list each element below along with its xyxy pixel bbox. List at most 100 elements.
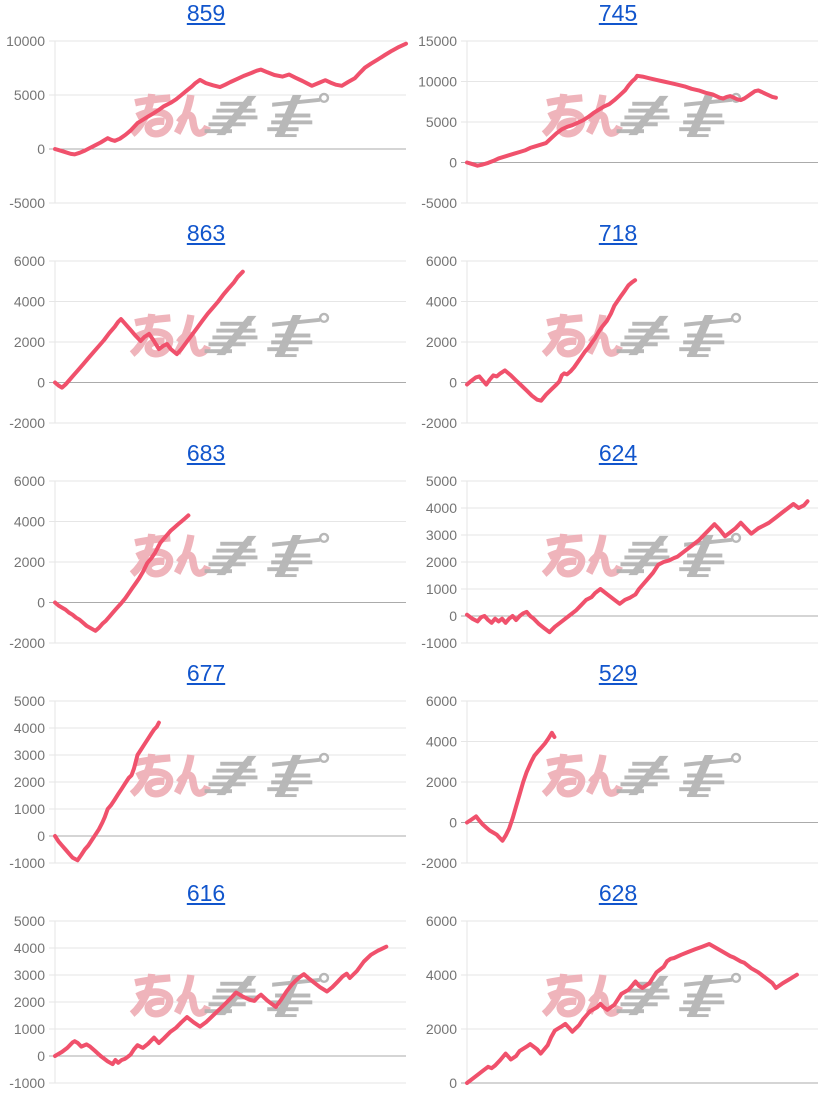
y-axis-tick-label: 0 (37, 1048, 45, 1064)
site-watermark-icon (544, 94, 740, 137)
y-axis-tick-label: 0 (37, 828, 45, 844)
y-axis-tick-label: 10000 (6, 33, 45, 49)
site-watermark-icon (544, 534, 740, 577)
y-axis-tick-label: 4000 (14, 720, 45, 736)
chart-cell: 529 6000 4000 2000 0 -2000 (412, 660, 824, 880)
chart-title-link[interactable]: 677 (186, 660, 226, 686)
y-axis-tick-label: 0 (449, 155, 457, 171)
profit-line (53, 269, 245, 390)
y-axis-tick-label: -1000 (9, 1075, 45, 1091)
y-axis-tick-label: -2000 (421, 415, 457, 431)
profit-line (53, 41, 408, 157)
y-axis-tick-label: -2000 (421, 855, 457, 871)
line-chart: 10000 5000 0 -5000 (6, 33, 408, 211)
y-axis-tick-label: -5000 (421, 195, 457, 211)
chart-cell: 863 6000 4000 2000 0 -2000 (0, 220, 412, 440)
y-axis-tick-label: -2000 (9, 635, 45, 651)
site-watermark-icon (132, 314, 328, 357)
y-axis-tick-label: -1000 (421, 635, 457, 651)
y-axis-tick-label: 2000 (426, 334, 457, 350)
y-axis-tick-label: 2000 (426, 554, 457, 570)
profit-line (465, 942, 799, 1085)
y-axis-tick-label: 3000 (14, 967, 45, 983)
line-chart: 15000 10000 5000 0 -5000 (418, 33, 818, 211)
chart-title: 677 (0, 660, 412, 686)
chart-title: 616 (0, 880, 412, 906)
line-chart: 5000 4000 3000 2000 1000 0 -1000 (9, 913, 406, 1091)
chart-title-link[interactable]: 628 (598, 880, 638, 906)
profit-line (53, 720, 161, 863)
y-axis-tick-label: 1000 (426, 581, 457, 597)
y-axis-tick-label: -5000 (9, 195, 45, 211)
y-axis-tick-label: 1000 (14, 1021, 45, 1037)
y-axis-tick-label: 2000 (14, 334, 45, 350)
chart-title: 628 (412, 880, 824, 906)
y-axis-tick-label: 2000 (14, 774, 45, 790)
chart-title: 718 (412, 220, 824, 246)
profit-line (465, 730, 557, 843)
profit-line (465, 499, 810, 635)
profit-line (53, 513, 191, 633)
profit-line (465, 73, 778, 168)
y-axis-tick-label: 4000 (14, 940, 45, 956)
y-axis-tick-label: 1000 (14, 801, 45, 817)
chart-title-link[interactable]: 718 (598, 220, 638, 246)
y-axis-tick-label: -1000 (9, 855, 45, 871)
y-axis-tick-label: 5000 (14, 87, 45, 103)
y-axis-tick-label: 10000 (418, 74, 457, 90)
y-axis-tick-label: 0 (449, 608, 457, 624)
profit-line (53, 944, 389, 1067)
chart-title: 745 (412, 0, 824, 26)
y-axis-tick-label: 6000 (14, 253, 45, 269)
y-axis-tick-label: 0 (449, 815, 457, 831)
y-axis-tick-label: 0 (37, 595, 45, 611)
line-chart: 6000 4000 2000 0 -2000 (9, 253, 406, 431)
y-axis-tick-label: 2000 (14, 994, 45, 1010)
y-axis-tick-label: 15000 (418, 33, 457, 49)
chart-cell: 683 6000 4000 2000 0 -2000 (0, 440, 412, 660)
y-axis-tick-label: 5000 (426, 473, 457, 489)
y-axis-tick-label: 4000 (426, 734, 457, 750)
y-axis-tick-label: 2000 (14, 554, 45, 570)
y-axis-tick-label: 0 (37, 375, 45, 391)
chart-cell: 624 5000 4000 3000 2000 1000 0 -1000 (412, 440, 824, 660)
chart-cell: 859 10000 5000 0 -5000 (0, 0, 412, 220)
chart-title-link[interactable]: 683 (186, 440, 226, 466)
chart-title-link[interactable]: 745 (598, 0, 638, 26)
chart-title-link[interactable]: 863 (186, 220, 226, 246)
chart-cell: 677 5000 4000 3000 2000 1000 0 -1000 (0, 660, 412, 880)
chart-title: 529 (412, 660, 824, 686)
profit-line (465, 278, 638, 403)
line-chart: 5000 4000 3000 2000 1000 0 -1000 (9, 693, 406, 871)
chart-title: 859 (0, 0, 412, 26)
y-axis-tick-label: 0 (37, 141, 45, 157)
y-axis-tick-label: 4000 (426, 500, 457, 516)
chart-cell: 628 6000 4000 2000 0 (412, 880, 824, 1100)
site-watermark-icon (132, 754, 328, 797)
line-chart: 6000 4000 2000 0 (426, 913, 818, 1091)
y-axis-tick-label: 3000 (14, 747, 45, 763)
y-axis-tick-label: 2000 (426, 1021, 457, 1037)
y-axis-tick-label: 4000 (426, 294, 457, 310)
site-watermark-icon (544, 314, 740, 357)
y-axis-tick-label: 4000 (14, 514, 45, 530)
chart-title-link[interactable]: 624 (598, 440, 638, 466)
y-axis-tick-label: 3000 (426, 527, 457, 543)
y-axis-tick-label: 6000 (14, 473, 45, 489)
chart-cell: 745 15000 10000 5000 0 -5000 (412, 0, 824, 220)
line-chart: 6000 4000 2000 0 -2000 (421, 693, 818, 871)
y-axis-tick-label: 5000 (14, 913, 45, 929)
site-watermark-icon (132, 94, 328, 137)
y-axis-tick-label: 6000 (426, 253, 457, 269)
y-axis-tick-label: -2000 (9, 415, 45, 431)
chart-cell: 616 5000 4000 3000 2000 1000 0 -1000 (0, 880, 412, 1100)
site-watermark-icon (544, 974, 740, 1017)
y-axis-tick-label: 6000 (426, 693, 457, 709)
chart-title-link[interactable]: 529 (598, 660, 638, 686)
chart-title-link[interactable]: 616 (186, 880, 226, 906)
line-chart: 6000 4000 2000 0 -2000 (421, 253, 818, 431)
y-axis-tick-label: 0 (449, 375, 457, 391)
y-axis-tick-label: 0 (449, 1075, 457, 1091)
chart-title-link[interactable]: 859 (186, 0, 226, 26)
